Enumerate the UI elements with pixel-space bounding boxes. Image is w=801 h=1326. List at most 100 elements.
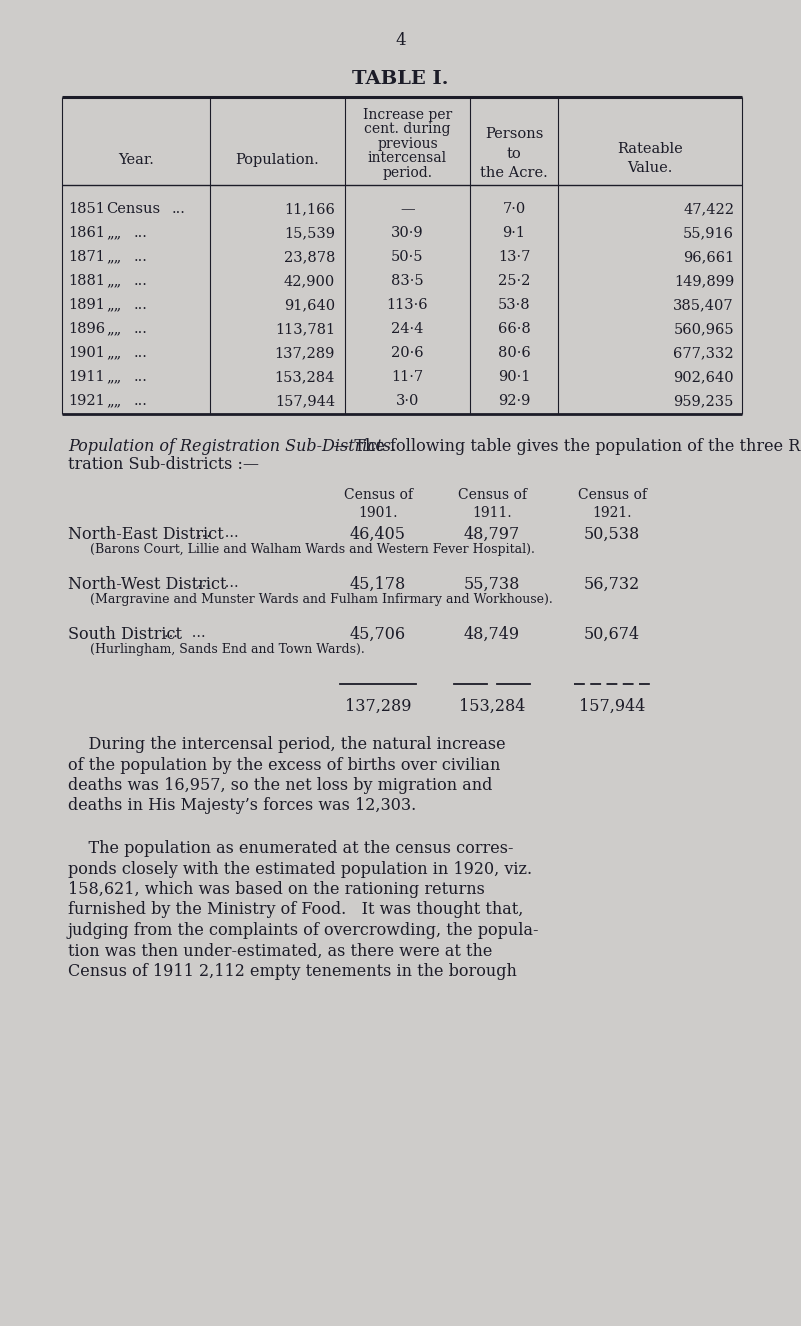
- Text: cent. during: cent. during: [364, 122, 451, 137]
- Text: „„: „„: [106, 251, 121, 264]
- Text: „„: „„: [106, 225, 121, 240]
- Text: 92·9: 92·9: [497, 394, 530, 408]
- Text: 23,878: 23,878: [284, 251, 335, 264]
- Text: 1896: 1896: [68, 322, 105, 335]
- Text: 25·2: 25·2: [497, 274, 530, 288]
- Text: ponds closely with the estimated population in 1920, viz.: ponds closely with the estimated populat…: [68, 861, 532, 878]
- Text: 90·1: 90·1: [497, 370, 530, 385]
- Text: „„: „„: [106, 370, 121, 385]
- Text: 47,422: 47,422: [683, 202, 734, 216]
- Text: ...: ...: [134, 298, 148, 312]
- Text: „„: „„: [106, 322, 121, 335]
- Text: 137,289: 137,289: [344, 697, 411, 715]
- Text: 1911: 1911: [68, 370, 105, 385]
- Text: ...   ...: ... ...: [197, 526, 239, 540]
- Text: 677,332: 677,332: [674, 346, 734, 359]
- Text: ...: ...: [172, 202, 186, 216]
- Text: ...: ...: [134, 370, 148, 385]
- Text: TABLE I.: TABLE I.: [352, 70, 449, 88]
- Text: 149,899: 149,899: [674, 274, 734, 288]
- Text: 7·0: 7·0: [502, 202, 525, 216]
- Text: deaths was 16,957, so the net loss by migration and: deaths was 16,957, so the net loss by mi…: [68, 777, 493, 794]
- Text: 3·0: 3·0: [396, 394, 419, 408]
- Text: 113·6: 113·6: [387, 298, 429, 312]
- Text: 48,797: 48,797: [464, 526, 520, 544]
- Text: ...: ...: [134, 274, 148, 288]
- Text: 55,916: 55,916: [683, 225, 734, 240]
- Text: 56,732: 56,732: [584, 575, 640, 593]
- Text: 1901: 1901: [68, 346, 105, 359]
- Text: Increase per: Increase per: [363, 107, 452, 122]
- Text: 560,965: 560,965: [674, 322, 734, 335]
- Text: 1921: 1921: [68, 394, 105, 408]
- Text: South District: South District: [68, 626, 182, 643]
- Text: ...: ...: [134, 394, 148, 408]
- Text: „„: „„: [106, 394, 121, 408]
- Text: North-East District: North-East District: [68, 526, 223, 544]
- Text: ...: ...: [134, 346, 148, 359]
- Text: 80·6: 80·6: [497, 346, 530, 359]
- Text: „„: „„: [106, 274, 121, 288]
- Text: deaths in His Majesty’s forces was 12,303.: deaths in His Majesty’s forces was 12,30…: [68, 797, 417, 814]
- Text: The population as enumerated at the census corres-: The population as enumerated at the cens…: [68, 839, 513, 857]
- Text: 50,538: 50,538: [584, 526, 640, 544]
- Text: North-West District: North-West District: [68, 575, 227, 593]
- Text: ...   ...: ... ...: [164, 626, 206, 640]
- Text: 4: 4: [395, 32, 406, 49]
- Text: 66·8: 66·8: [497, 322, 530, 335]
- Text: 45,178: 45,178: [350, 575, 406, 593]
- Text: 13·7: 13·7: [497, 251, 530, 264]
- Text: 15,539: 15,539: [284, 225, 335, 240]
- Text: 50·5: 50·5: [391, 251, 424, 264]
- Text: (Margravine and Munster Wards and Fulham Infirmary and Workhouse).: (Margravine and Munster Wards and Fulham…: [90, 593, 553, 606]
- Text: 30·9: 30·9: [391, 225, 424, 240]
- Text: tration Sub-districts :—: tration Sub-districts :—: [68, 456, 259, 473]
- Text: Census of
1911.: Census of 1911.: [457, 488, 526, 520]
- Text: furnished by the Ministry of Food.   It was thought that,: furnished by the Ministry of Food. It wa…: [68, 902, 523, 919]
- Text: 385,407: 385,407: [674, 298, 734, 312]
- Text: 11·7: 11·7: [392, 370, 424, 385]
- Text: Population of Registration Sub-Districts.: Population of Registration Sub-Districts…: [68, 438, 396, 455]
- Text: Persons
to
the Acre.: Persons to the Acre.: [480, 127, 548, 180]
- Text: judging from the complaints of overcrowding, the popula-: judging from the complaints of overcrowd…: [68, 922, 540, 939]
- Text: 902,640: 902,640: [674, 370, 734, 385]
- Text: 53·8: 53·8: [497, 298, 530, 312]
- Text: tion was then under-estimated, as there were at the: tion was then under-estimated, as there …: [68, 943, 493, 960]
- Text: 153,284: 153,284: [459, 697, 525, 715]
- Text: 91,640: 91,640: [284, 298, 335, 312]
- Text: ...   ...: ... ...: [197, 575, 239, 590]
- Text: 1851: 1851: [68, 202, 105, 216]
- Text: 50,674: 50,674: [584, 626, 640, 643]
- Text: 1881: 1881: [68, 274, 105, 288]
- Text: 46,405: 46,405: [350, 526, 406, 544]
- Text: 20·6: 20·6: [391, 346, 424, 359]
- Text: Census of
1901.: Census of 1901.: [344, 488, 413, 520]
- Text: 83·5: 83·5: [391, 274, 424, 288]
- Text: (Hurlingham, Sands End and Town Wards).: (Hurlingham, Sands End and Town Wards).: [90, 643, 364, 656]
- Text: 1871: 1871: [68, 251, 105, 264]
- Text: period.: period.: [383, 166, 433, 180]
- Text: ...: ...: [134, 251, 148, 264]
- Text: 137,289: 137,289: [275, 346, 335, 359]
- Text: intercensal: intercensal: [368, 151, 447, 166]
- Text: — The following table gives the population of the three Regis-: — The following table gives the populati…: [328, 438, 801, 455]
- Text: of the population by the excess of births over civilian: of the population by the excess of birth…: [68, 757, 501, 773]
- Text: 157,944: 157,944: [275, 394, 335, 408]
- Text: Census of
1921.: Census of 1921.: [578, 488, 646, 520]
- Text: 959,235: 959,235: [674, 394, 734, 408]
- Text: 9·1: 9·1: [502, 225, 525, 240]
- Text: Census of 1911 2,112 empty tenements in the borough: Census of 1911 2,112 empty tenements in …: [68, 963, 517, 980]
- Text: (Barons Court, Lillie and Walham Wards and Western Fever Hospital).: (Barons Court, Lillie and Walham Wards a…: [90, 544, 535, 556]
- Text: 158,621, which was based on the rationing returns: 158,621, which was based on the rationin…: [68, 880, 485, 898]
- Text: 24·4: 24·4: [392, 322, 424, 335]
- Text: During the intercensal period, the natural increase: During the intercensal period, the natur…: [68, 736, 505, 753]
- Text: Population.: Population.: [235, 152, 320, 167]
- Text: 1891: 1891: [68, 298, 105, 312]
- Text: 1861: 1861: [68, 225, 105, 240]
- Text: „„: „„: [106, 346, 121, 359]
- Text: —: —: [400, 202, 415, 216]
- Text: 96,661: 96,661: [682, 251, 734, 264]
- Text: 42,900: 42,900: [284, 274, 335, 288]
- Text: Rateable
Value.: Rateable Value.: [617, 142, 683, 175]
- Text: 55,738: 55,738: [464, 575, 520, 593]
